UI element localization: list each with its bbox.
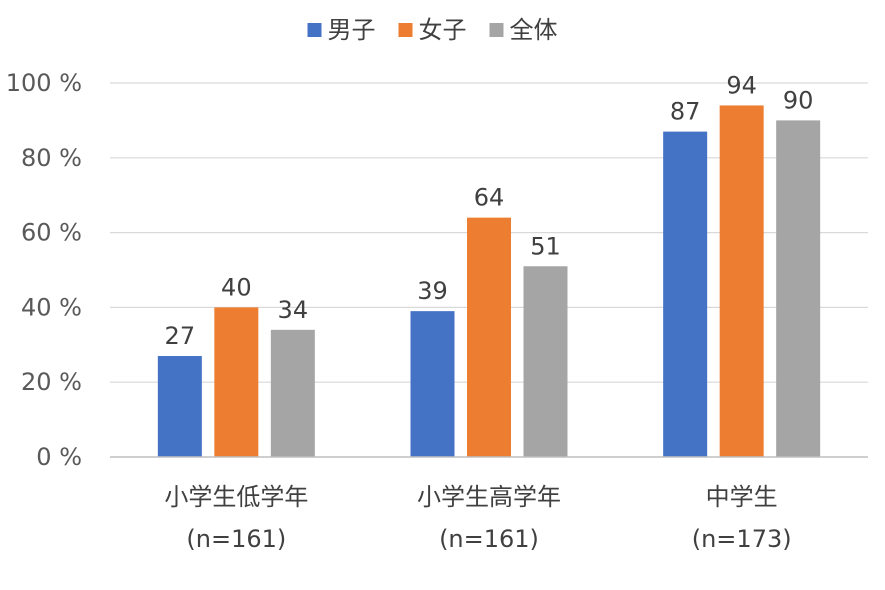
bar (663, 131, 708, 457)
legend: 男子 女子 全体 (307, 16, 558, 44)
bar (270, 329, 315, 457)
data-label: 94 (726, 71, 757, 99)
data-label: 39 (417, 277, 448, 305)
y-tick-label: 100 % (6, 69, 82, 97)
legend-label: 女子 (419, 16, 467, 44)
bar (719, 105, 764, 457)
data-label: 90 (783, 86, 814, 114)
legend-swatch (398, 23, 413, 37)
data-labels: 27 40 34 39 64 51 87 94 90 (165, 71, 814, 350)
legend-label: 全体 (510, 16, 558, 44)
y-tick-label: 80 % (21, 144, 82, 172)
y-tick-label: 60 % (21, 219, 82, 247)
category-count-label: (n=173) (692, 525, 792, 553)
category-label: 中学生 (706, 483, 778, 511)
y-axis-ticks: 0 % 20 % 40 % 60 % 80 % 100 % (6, 69, 82, 471)
bar (157, 356, 202, 457)
bar (410, 311, 455, 457)
legend-swatch (489, 23, 504, 37)
category-label: 小学生高学年 (417, 483, 561, 511)
category-count-label: (n=161) (186, 525, 286, 553)
data-label: 87 (670, 98, 701, 126)
y-tick-label: 40 % (21, 293, 82, 321)
data-label: 64 (474, 184, 505, 212)
bar (467, 217, 511, 457)
y-tick-label: 0 % (36, 443, 82, 471)
data-label: 27 (165, 322, 196, 350)
data-label: 51 (530, 232, 561, 260)
bar (523, 266, 568, 457)
category-count-label: (n=161) (439, 525, 539, 553)
y-tick-label: 20 % (21, 368, 82, 396)
data-label: 40 (221, 273, 252, 301)
bar (214, 307, 259, 457)
bars (157, 105, 821, 458)
data-label: 34 (278, 296, 309, 324)
legend-label: 男子 (328, 16, 376, 44)
category-label: 小学生低学年 (164, 483, 308, 511)
category-labels: 小学生低学年 (n=161) 小学生高学年 (n=161) 中学生 (n=173) (164, 483, 791, 553)
bar (776, 120, 821, 458)
legend-swatch (307, 23, 322, 37)
